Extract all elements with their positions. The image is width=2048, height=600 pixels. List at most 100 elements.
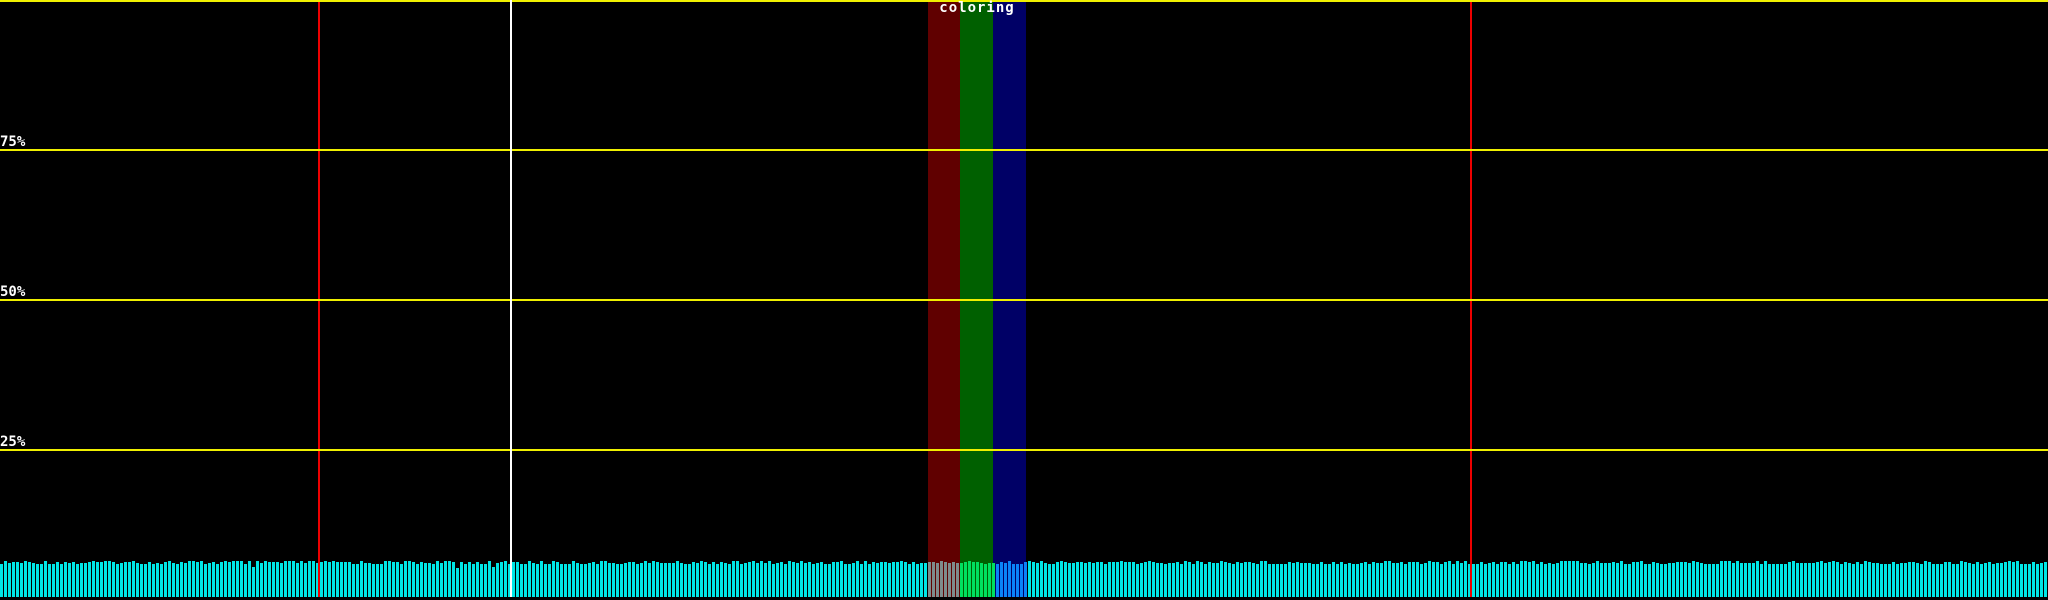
tick-bar [376, 564, 379, 597]
tick-bar [1828, 562, 1831, 597]
tick-bar [1808, 563, 1811, 597]
tick-bar [424, 563, 427, 597]
tick-bar [2020, 564, 2023, 597]
tick-bar [428, 563, 431, 597]
tick-bar [788, 561, 791, 597]
tick-bar [1044, 563, 1047, 597]
tick-bar [1420, 564, 1423, 597]
tick-bar [728, 564, 731, 597]
tick-bar [1472, 564, 1475, 597]
tick-bar [1224, 562, 1227, 597]
tick-bar [1868, 562, 1871, 597]
tick-bar [1608, 563, 1611, 597]
tick-bar [1532, 561, 1535, 597]
tick-bar [1816, 562, 1819, 597]
tick-bar [900, 561, 903, 597]
tick-bar [792, 562, 795, 597]
tick-bar [1312, 564, 1315, 597]
tick-bar [1956, 564, 1959, 597]
tick-bar [1464, 561, 1467, 597]
tick-bar [372, 564, 375, 597]
tick-bar [144, 564, 147, 597]
tick-bar [1856, 562, 1859, 597]
tick-bar [1336, 564, 1339, 597]
tick-bar [1004, 563, 1007, 597]
tick-bar [1124, 562, 1127, 597]
tick-bar [2032, 562, 2035, 597]
tick-bar [1056, 562, 1059, 597]
tick-bar [1292, 563, 1295, 597]
tick-bar [1448, 561, 1451, 597]
tick-bar [468, 562, 471, 597]
tick-bar [1612, 562, 1615, 597]
tick-bar [64, 562, 67, 597]
tick-bar [1360, 563, 1363, 597]
tick-bar [104, 561, 107, 597]
tick-bar [1840, 564, 1843, 597]
tick-bar [1064, 562, 1067, 597]
tick-bar [1252, 563, 1255, 597]
tick-bar [1600, 563, 1603, 597]
tick-bar [696, 563, 699, 597]
tick-bar [896, 562, 899, 597]
tick-bar [380, 564, 383, 597]
tick-bar [1932, 564, 1935, 597]
tick-bar [1728, 561, 1731, 597]
tick-bar [1672, 563, 1675, 597]
tick-bar [2004, 562, 2007, 597]
tick-bar [1192, 564, 1195, 597]
tick-bar [768, 561, 771, 597]
tick-bar [1052, 564, 1055, 597]
tick-bar [676, 561, 679, 597]
tick-bar [1168, 563, 1171, 597]
tick-bar [888, 563, 891, 597]
tick-bar [192, 561, 195, 597]
tick-bar [628, 562, 631, 597]
tick-bar [1872, 563, 1875, 597]
tick-bar [1148, 561, 1151, 597]
tick-bar [552, 561, 555, 597]
tick-bar [1408, 562, 1411, 597]
tick-bar [1960, 561, 1963, 597]
tick-bar [2024, 564, 2027, 597]
tick-bar [132, 561, 135, 597]
tick-bar [2044, 562, 2047, 597]
tick-bar [1504, 562, 1507, 597]
tick-bar [844, 564, 847, 597]
tick-bar [1500, 562, 1503, 597]
tick-bar [920, 563, 923, 597]
tick-bar [452, 562, 455, 597]
tick-bar [668, 563, 671, 597]
tick-bar [1284, 564, 1287, 597]
tick-bar [1904, 563, 1907, 597]
tick-bar [500, 562, 503, 597]
tick-bar [1308, 563, 1311, 597]
tick-bar [1892, 562, 1895, 597]
tick-bar [272, 562, 275, 597]
tick-bar [1848, 563, 1851, 597]
tick-bar [1724, 561, 1727, 597]
tick-bar [168, 561, 171, 597]
tick-bar [1888, 564, 1891, 597]
tick-bar [956, 563, 959, 597]
tick-bar [504, 561, 507, 597]
tick-bar [480, 564, 483, 597]
tick-bar [540, 561, 543, 597]
tick-bar [456, 568, 459, 597]
tick-bar [1940, 564, 1943, 597]
tick-bar [32, 563, 35, 597]
tick-bar [1772, 564, 1775, 597]
tick-bar [748, 562, 751, 597]
tick-bar [608, 563, 611, 597]
tick-bar [652, 561, 655, 597]
tick-bar [820, 562, 823, 597]
tick-bar [1072, 563, 1075, 597]
tick-bar [808, 562, 811, 597]
tick-bar [1260, 561, 1263, 597]
tick-bar [1624, 564, 1627, 597]
tick-bar [1280, 564, 1283, 597]
tick-bar [268, 562, 271, 597]
tick-bar [560, 564, 563, 597]
tick-bar [344, 562, 347, 597]
